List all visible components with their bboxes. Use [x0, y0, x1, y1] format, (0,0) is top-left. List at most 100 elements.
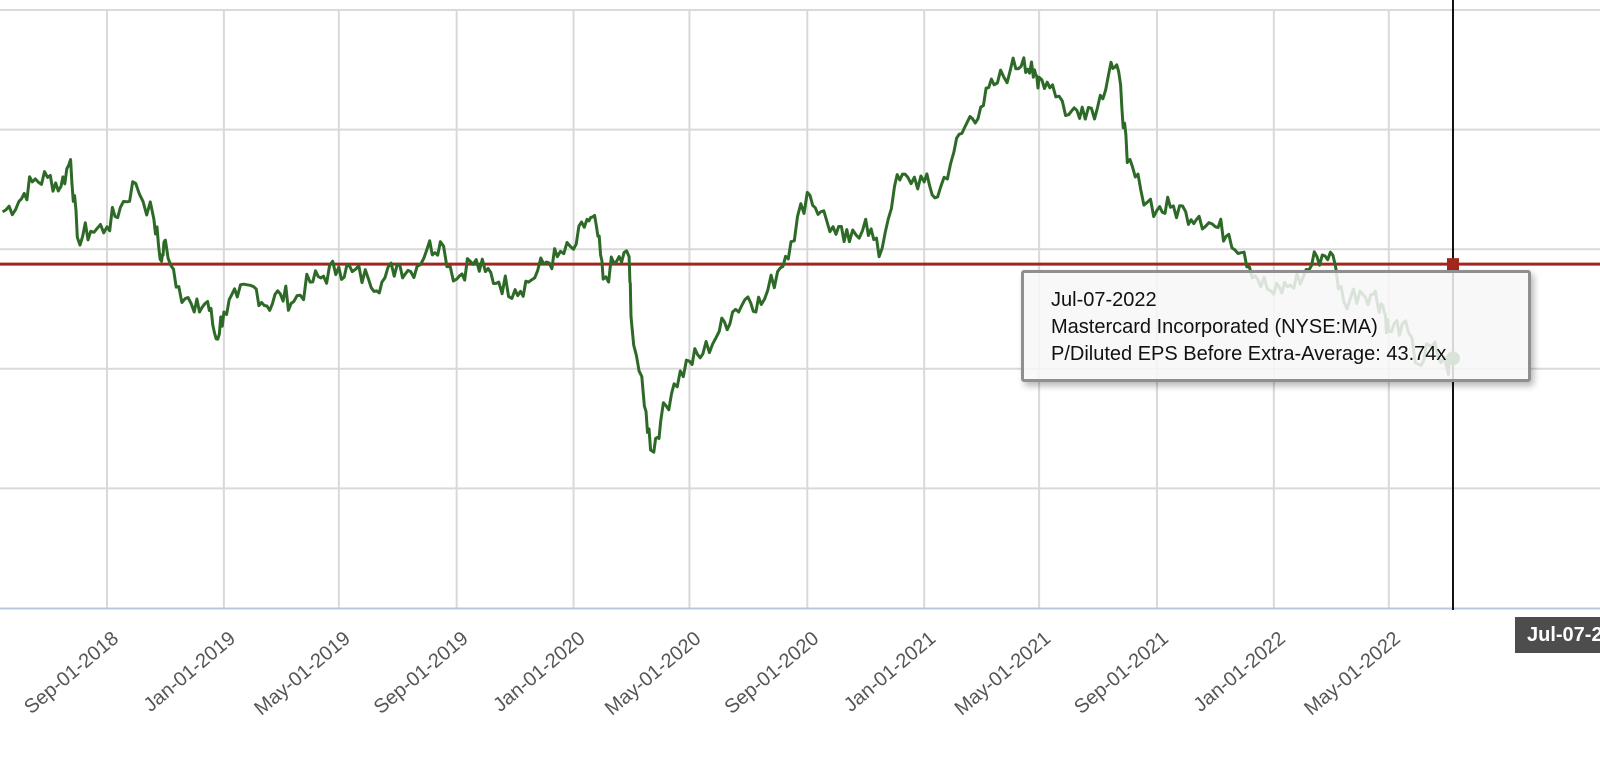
series-point	[106, 226, 108, 228]
series-point	[351, 270, 353, 272]
series-point	[409, 270, 411, 272]
series-point	[252, 285, 254, 287]
series-point	[848, 241, 850, 243]
series-point	[236, 296, 238, 298]
series-point	[527, 281, 529, 283]
x-tick-label: Sep-01-2019	[370, 627, 473, 718]
series-point	[907, 176, 909, 178]
series-point	[630, 315, 632, 317]
series-point	[1119, 84, 1121, 86]
series-point	[322, 275, 324, 277]
series-point	[572, 248, 574, 250]
x-tick-label: May-01-2022	[1300, 627, 1404, 720]
series-point	[119, 206, 121, 208]
x-tick-label: May-01-2019	[250, 627, 354, 720]
x-tick-label: May-01-2021	[951, 627, 1055, 720]
average-marker	[1446, 258, 1459, 271]
series-point	[776, 270, 778, 272]
series-point	[673, 383, 675, 385]
x-tick-label: Sep-01-2018	[20, 627, 123, 718]
series-point	[193, 311, 195, 313]
series-point	[643, 405, 645, 407]
series-point	[1329, 251, 1331, 253]
series-point	[1009, 69, 1011, 71]
series-point	[76, 236, 78, 238]
series-point	[993, 84, 995, 86]
series-point	[1032, 76, 1034, 78]
series-points	[1, 57, 1454, 453]
series-point	[586, 218, 588, 220]
series-point	[595, 226, 597, 228]
series-point	[1096, 106, 1098, 108]
series-point	[396, 263, 398, 265]
series-point	[469, 260, 471, 262]
series-point	[215, 338, 217, 340]
series-point	[293, 300, 295, 302]
series-point	[923, 181, 925, 183]
series-point	[90, 230, 92, 232]
series-point	[820, 211, 822, 213]
series-point	[1139, 188, 1141, 190]
series-point	[498, 281, 500, 283]
series-point	[206, 300, 208, 302]
series-point	[164, 239, 166, 241]
tooltip-date: Jul-07-2022	[1051, 289, 1157, 311]
series-point	[1126, 161, 1128, 163]
x-tick-label: Jan-01-2020	[489, 627, 589, 716]
series-point	[878, 255, 880, 257]
series-point	[556, 255, 558, 257]
series-point	[936, 196, 938, 198]
x-tick-label: May-01-2020	[601, 627, 705, 720]
series-point	[1185, 211, 1187, 213]
series-point	[718, 330, 720, 332]
x-tick-label: Sep-01-2021	[1070, 627, 1173, 718]
series-point	[806, 191, 808, 193]
tooltip-metric: P/Diluted EPS Before Extra-Average: 43.7…	[1051, 343, 1447, 365]
series-point	[18, 200, 20, 202]
series-point	[543, 263, 545, 265]
series-point	[1228, 233, 1230, 235]
tooltip-company: Mastercard Incorporated (NYSE:MA)	[1051, 316, 1378, 338]
series-point	[1110, 61, 1112, 63]
series-point	[31, 181, 33, 183]
x-tick-label: Jan-01-2021	[840, 627, 940, 716]
x-tick-label: Sep-01-2020	[721, 627, 824, 718]
series-point	[338, 266, 340, 268]
series-point	[381, 281, 383, 283]
series-point	[439, 241, 441, 243]
series-point	[309, 281, 311, 283]
series-point	[731, 311, 733, 313]
series-point	[60, 185, 62, 187]
x-axis-ticks: Sep-01-2018 Jan-01-2019 May-01-2019 Sep-01-…	[20, 627, 1405, 720]
series-point	[484, 270, 486, 272]
series-point	[1, 211, 3, 213]
series-point	[893, 185, 895, 187]
series-point	[688, 360, 690, 362]
series-point	[1156, 209, 1158, 211]
series-point	[615, 260, 617, 262]
series-point	[865, 218, 867, 220]
series-point	[660, 420, 662, 422]
series-point	[835, 233, 837, 235]
series-point	[790, 241, 792, 243]
series-point	[514, 288, 516, 290]
series-point	[1316, 255, 1318, 257]
series-point	[953, 151, 955, 153]
series-point	[1198, 215, 1200, 217]
x-tick-label: Jan-01-2019	[140, 627, 240, 716]
series-point	[760, 303, 762, 305]
series-point	[1023, 57, 1025, 59]
series-point	[1068, 113, 1070, 115]
series-point	[266, 305, 268, 307]
series-point	[602, 278, 604, 280]
crosshair-date-label: Jul-07-2022	[1515, 617, 1600, 653]
series-point	[46, 176, 48, 178]
series-point	[426, 248, 428, 250]
series-point	[1051, 84, 1053, 86]
series-point	[702, 353, 704, 355]
series-point	[69, 158, 71, 160]
series-point	[1038, 76, 1040, 78]
series-point	[160, 260, 162, 262]
series-point	[279, 293, 281, 295]
